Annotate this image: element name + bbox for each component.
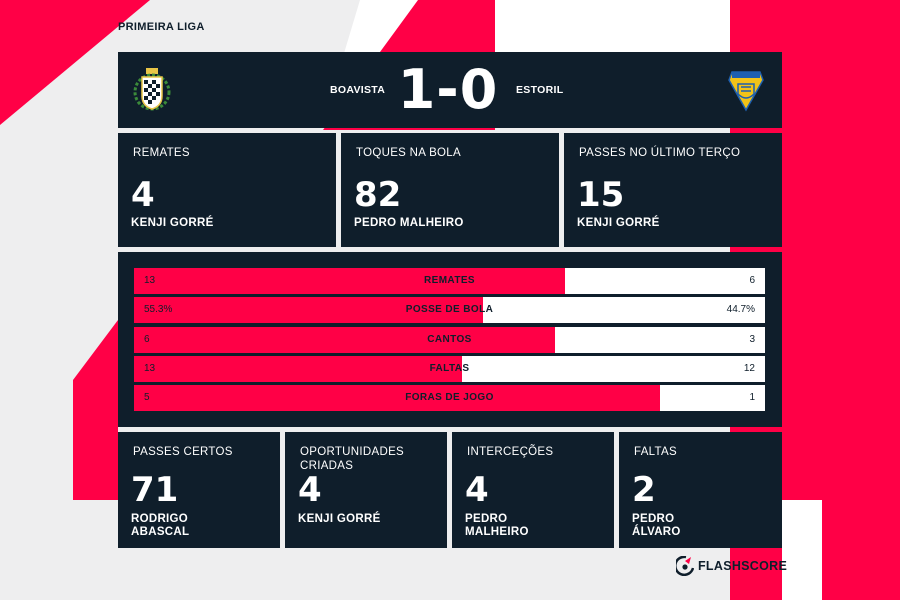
- stat-home-bar: [134, 297, 483, 323]
- team-stats-panel: 13 REMATES 6 55.3% POSSE DE BOLA 44.7% 6…: [118, 252, 782, 427]
- stat-home-value: 13: [144, 363, 156, 374]
- top-card-passes-ultimo-terco: PASSES NO ÚLTIMO TERÇO 15 KENJI GORRÉ: [564, 133, 782, 247]
- bottom-card-faltas: FALTAS 2 PEDRO ÁLVARO: [619, 432, 782, 548]
- card-value: 71: [131, 470, 179, 510]
- card-player: KENJI GORRÉ: [577, 217, 660, 229]
- stat-home-value: 55.3%: [144, 304, 173, 315]
- stat-away-value: 12: [743, 363, 755, 374]
- stat-home-bar: [134, 327, 555, 353]
- card-player: KENJI GORRÉ: [131, 217, 214, 229]
- card-label: PASSES NO ÚLTIMO TERÇO: [579, 147, 741, 159]
- card-player: RODRIGO ABASCAL: [131, 513, 190, 538]
- stat-row-remates: 13 REMATES 6: [134, 268, 765, 294]
- estoril-crest-icon: [728, 71, 764, 112]
- flashscore-logo-icon: [676, 556, 694, 576]
- flashscore-logo-text: FLASHSCORE: [698, 559, 788, 573]
- stat-name: REMATES: [424, 275, 475, 286]
- stat-row-cantos: 6 CANTOS 3: [134, 327, 765, 353]
- card-player: PEDRO MALHEIRO: [465, 513, 529, 538]
- stat-name: FORAS DE JOGO: [405, 392, 494, 403]
- card-value: 4: [298, 470, 322, 510]
- card-label: TOQUES NA BOLA: [356, 147, 461, 159]
- bottom-card-oportunidades-criadas: OPORTUNIDADES CRIADAS 4 KENJI GORRÉ: [285, 432, 447, 548]
- card-label: FALTAS: [634, 446, 677, 458]
- stat-home-bar: [134, 356, 463, 382]
- stat-away-value: 44.7%: [726, 304, 755, 315]
- match-header: BOAVISTA 1-0 ESTORIL: [118, 52, 782, 128]
- stat-name: FALTAS: [429, 363, 470, 374]
- card-label: REMATES: [133, 147, 190, 159]
- card-label: OPORTUNIDADES CRIADAS: [300, 446, 405, 472]
- card-label: INTERCEÇÕES: [467, 446, 554, 458]
- stat-row-posse-de-bola: 55.3% POSSE DE BOLA 44.7%: [134, 297, 765, 323]
- away-team-name: ESTORIL: [516, 84, 564, 96]
- stat-home-value: 13: [144, 275, 156, 286]
- stat-away-value: 1: [749, 392, 755, 403]
- stat-home-value: 5: [144, 392, 150, 403]
- card-value: 2: [632, 470, 656, 510]
- match-score: 1-0: [397, 58, 499, 121]
- stat-away-value: 6: [749, 275, 755, 286]
- card-value: 82: [354, 175, 402, 215]
- stat-row-foras-de-jogo: 5 FORAS DE JOGO 1: [134, 385, 765, 411]
- boavista-crest-icon: [133, 68, 171, 111]
- stat-row-faltas: 13 FALTAS 12: [134, 356, 765, 382]
- stat-home-bar: [134, 268, 565, 294]
- bottom-card-intercecoes: INTERCEÇÕES 4 PEDRO MALHEIRO: [452, 432, 614, 548]
- card-value: 4: [131, 175, 155, 215]
- top-card-remates: REMATES 4 KENJI GORRÉ: [118, 133, 336, 247]
- stat-away-value: 3: [749, 334, 755, 345]
- league-title: PRIMEIRA LIGA: [118, 21, 205, 33]
- top-card-toques-na-bola: TOQUES NA BOLA 82 PEDRO MALHEIRO: [341, 133, 559, 247]
- stat-name: CANTOS: [427, 334, 472, 345]
- card-player: PEDRO ÁLVARO: [632, 513, 681, 538]
- card-label: PASSES CERTOS: [133, 446, 233, 458]
- card-value: 4: [465, 470, 489, 510]
- stat-name: POSSE DE BOLA: [405, 304, 494, 315]
- bottom-card-passes-certos: PASSES CERTOS 71 RODRIGO ABASCAL: [118, 432, 280, 548]
- card-value: 15: [577, 175, 625, 215]
- home-team-name: BOAVISTA: [330, 84, 386, 96]
- stat-home-bar: [134, 385, 660, 411]
- card-player: KENJI GORRÉ: [298, 513, 381, 525]
- stat-home-value: 6: [144, 334, 150, 345]
- card-player: PEDRO MALHEIRO: [354, 217, 464, 229]
